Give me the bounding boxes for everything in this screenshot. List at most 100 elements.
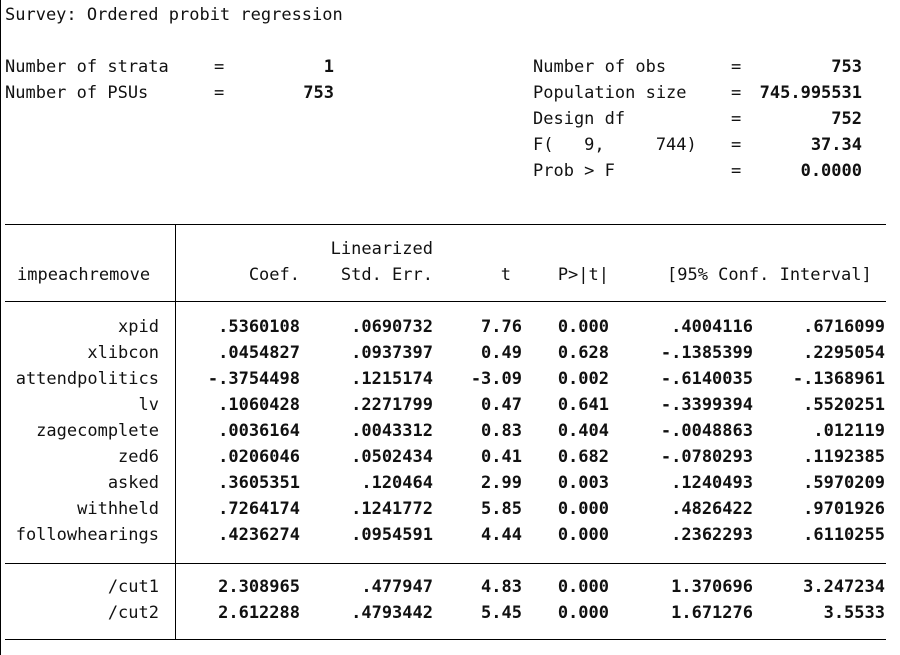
row-coef: .0454827: [218, 343, 300, 363]
row-var-name: /cut2: [107, 603, 159, 623]
table-column-divider: [175, 224, 176, 639]
fstat-label: F( 9, 744): [533, 135, 697, 155]
row-var-name: zagecomplete: [36, 421, 159, 441]
row-ci-lower: -.1385399: [660, 343, 753, 363]
fstat-value: 37.34: [810, 135, 862, 155]
row-coef: 2.612288: [218, 603, 300, 623]
row-se: .477947: [361, 577, 433, 597]
table-bottom-rule: [5, 639, 886, 640]
se-header: Std. Err.: [340, 265, 433, 285]
row-t: 0.49: [481, 343, 522, 363]
psus-eq: =: [214, 83, 225, 103]
row-p: 0.404: [557, 421, 609, 441]
row-ci-lower: 1.370696: [671, 577, 753, 597]
cut-separator-rule: [5, 563, 886, 564]
row-se: .1215174: [351, 369, 433, 389]
row-coef: .0036164: [218, 421, 300, 441]
row-t: 5.45: [481, 603, 522, 623]
popsize-eq: =: [731, 83, 742, 103]
probf-label: Prob > F: [533, 161, 615, 181]
row-ci-lower: .1240493: [671, 473, 753, 493]
row-se: .0690732: [351, 317, 433, 337]
row-ci-lower: 1.671276: [671, 603, 753, 623]
row-se: .1241772: [351, 499, 433, 519]
row-ci-upper: 3.5533: [823, 603, 885, 623]
row-ci-lower: .4826422: [671, 499, 753, 519]
t-header: t: [500, 265, 511, 285]
row-ci-upper: .1192385: [803, 447, 885, 467]
output-title: Survey: Ordered probit regression: [5, 5, 343, 25]
row-coef: -.3754498: [207, 369, 300, 389]
row-coef: .1060428: [218, 395, 300, 415]
row-ci-upper: .2295054: [803, 343, 885, 363]
row-p: 0.000: [557, 317, 609, 337]
row-p: 0.628: [557, 343, 609, 363]
dependent-variable: impeachremove: [17, 265, 151, 285]
psus-label: Number of PSUs: [5, 83, 149, 103]
row-var-name: xlibcon: [87, 343, 159, 363]
probf-eq: =: [731, 161, 742, 181]
row-t: 0.41: [481, 447, 522, 467]
row-p: 0.002: [557, 369, 609, 389]
row-t: 2.99: [481, 473, 522, 493]
designdf-eq: =: [731, 109, 742, 129]
row-ci-lower: -.0048863: [660, 421, 753, 441]
row-se: .0954591: [351, 525, 433, 545]
row-ci-upper: .6716099: [803, 317, 885, 337]
row-se: .0043312: [351, 421, 433, 441]
left-border: [0, 0, 1, 655]
row-se: .2271799: [351, 395, 433, 415]
p-header: P>|t|: [557, 265, 609, 285]
row-ci-lower: .2362293: [671, 525, 753, 545]
row-t: 4.44: [481, 525, 522, 545]
row-t: 4.83: [481, 577, 522, 597]
row-p: 0.641: [557, 395, 609, 415]
row-p: 0.000: [557, 499, 609, 519]
designdf-label: Design df: [533, 109, 626, 129]
row-p: 0.000: [557, 577, 609, 597]
header-rule: [5, 301, 886, 302]
row-var-name: /cut1: [107, 577, 159, 597]
strata-eq: =: [214, 57, 225, 77]
row-ci-upper: .5970209: [803, 473, 885, 493]
strata-label: Number of strata: [5, 57, 169, 77]
row-ci-upper: 3.247234: [803, 577, 885, 597]
row-ci-upper: .6110255: [803, 525, 885, 545]
row-t: 0.47: [481, 395, 522, 415]
row-p: 0.003: [557, 473, 609, 493]
row-ci-upper: .5520251: [803, 395, 885, 415]
obs-value: 753: [831, 57, 862, 77]
row-p: 0.682: [557, 447, 609, 467]
row-t: 5.85: [481, 499, 522, 519]
row-p: 0.000: [557, 525, 609, 545]
row-coef: .3605351: [218, 473, 300, 493]
popsize-label: Population size: [533, 83, 687, 103]
row-t: -3.09: [470, 369, 522, 389]
row-coef: 2.308965: [218, 577, 300, 597]
row-p: 0.000: [557, 603, 609, 623]
row-var-name: zed6: [118, 447, 159, 467]
row-ci-lower: -.6140035: [660, 369, 753, 389]
row-ci-lower: -.0780293: [660, 447, 753, 467]
obs-label: Number of obs: [533, 57, 667, 77]
table-top-rule: [5, 224, 886, 225]
row-t: 7.76: [481, 317, 522, 337]
psus-value: 753: [303, 83, 334, 103]
designdf-value: 752: [831, 109, 862, 129]
row-t: 0.83: [481, 421, 522, 441]
row-var-name: withheld: [77, 499, 159, 519]
row-var-name: attendpolitics: [15, 369, 159, 389]
fstat-eq: =: [731, 135, 742, 155]
row-se: .0502434: [351, 447, 433, 467]
row-var-name: xpid: [118, 317, 159, 337]
row-coef: .0206046: [218, 447, 300, 467]
row-se: .4793442: [351, 603, 433, 623]
row-ci-upper: .012119: [813, 421, 885, 441]
row-ci-upper: .9701926: [803, 499, 885, 519]
se-header-top: Linearized: [330, 239, 433, 259]
row-var-name: lv: [138, 395, 159, 415]
obs-eq: =: [731, 57, 742, 77]
row-ci-lower: -.3399394: [660, 395, 753, 415]
row-se: .0937397: [351, 343, 433, 363]
